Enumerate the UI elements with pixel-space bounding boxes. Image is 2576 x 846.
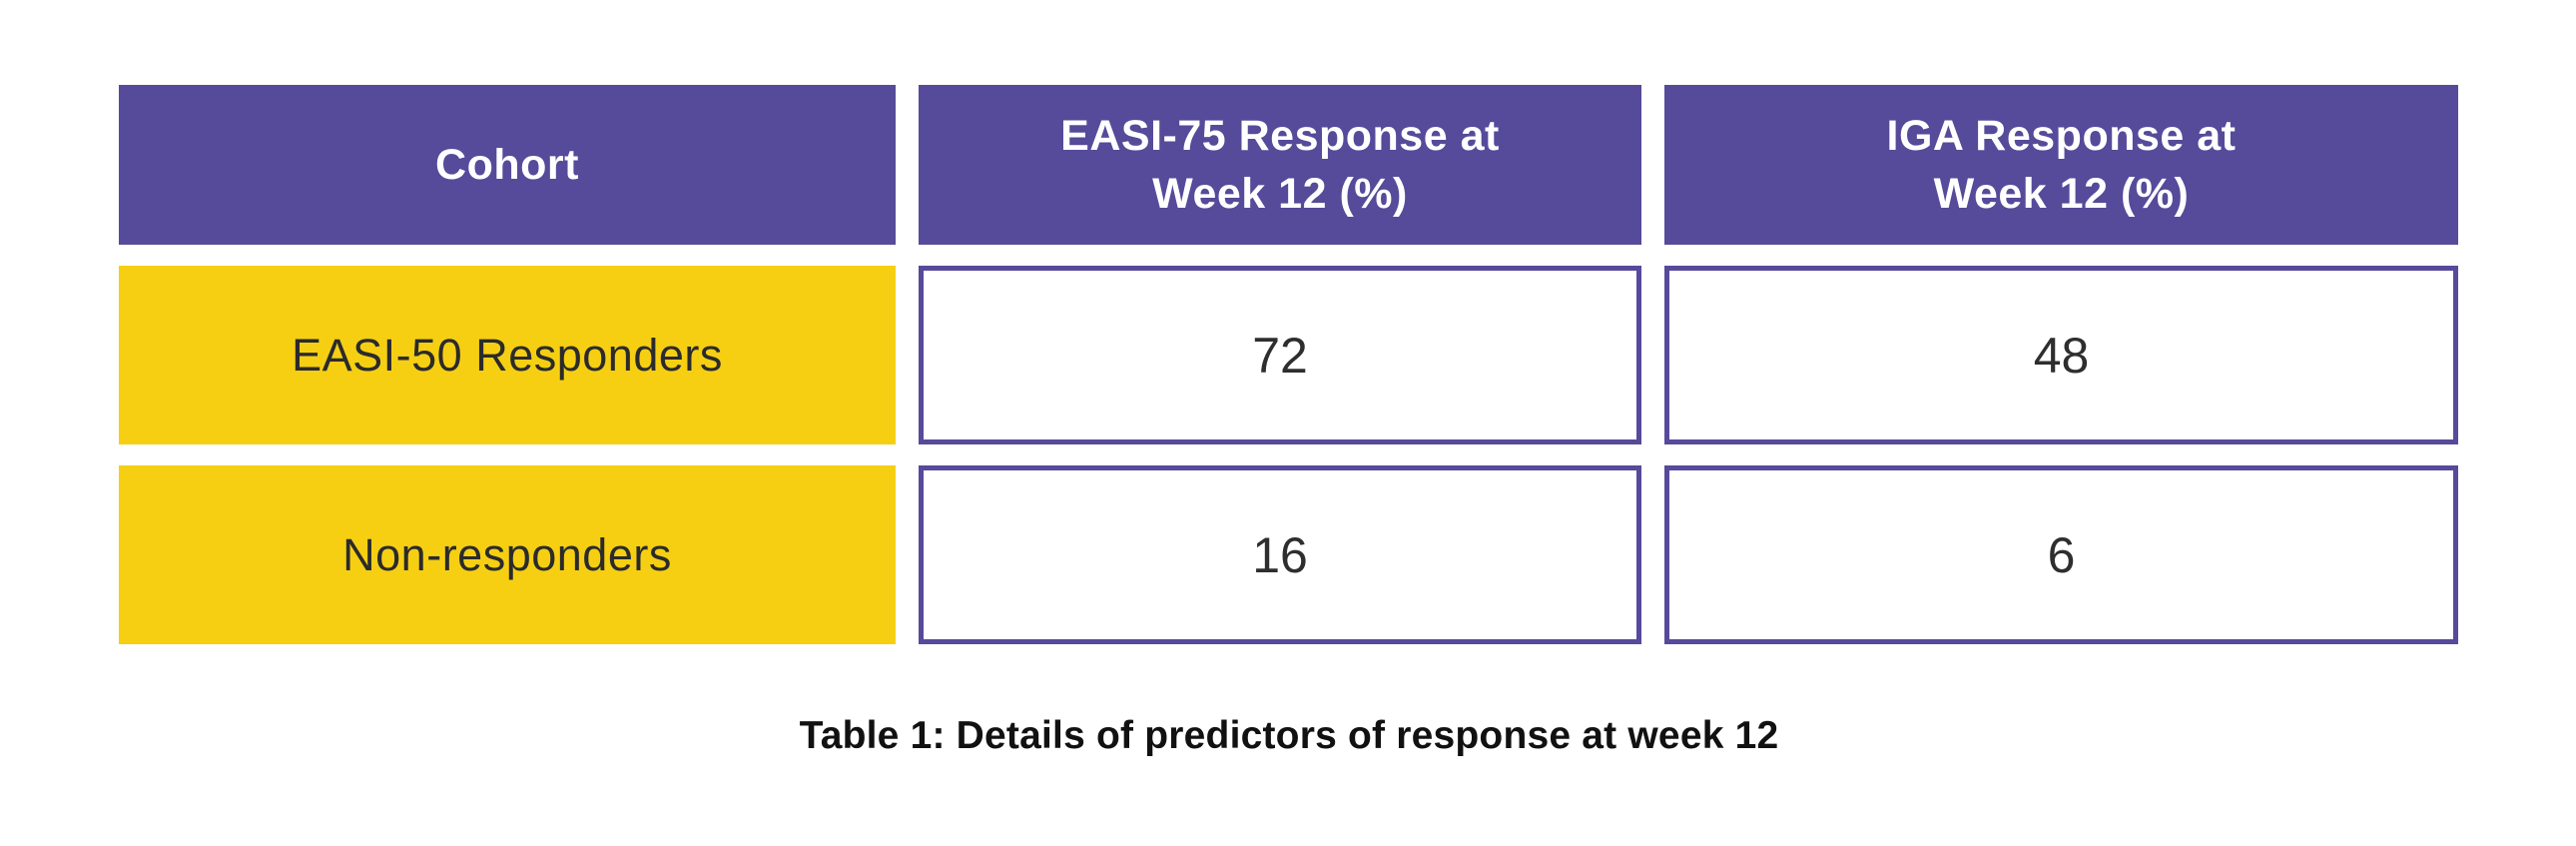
table-caption: Table 1: Details of predictors of respon… — [799, 714, 1779, 757]
table-grid: Cohort EASI-75 Response at Week 12 (%) I… — [119, 85, 2459, 644]
row-label-non-responders: Non-responders — [119, 465, 896, 644]
value-iga-non-responders: 6 — [1664, 465, 2458, 644]
response-predictors-table: Cohort EASI-75 Response at Week 12 (%) I… — [119, 85, 2459, 758]
row-label-easi50-responders: EASI-50 Responders — [119, 266, 896, 444]
header-cell-easi75-response: EASI-75 Response at Week 12 (%) — [919, 85, 1641, 245]
header-cell-cohort: Cohort — [119, 85, 896, 245]
value-easi75-non-responders: 16 — [919, 465, 1641, 644]
header-cell-iga-response: IGA Response at Week 12 (%) — [1664, 85, 2458, 245]
value-easi75-responders: 72 — [919, 266, 1641, 444]
value-iga-responders: 48 — [1664, 266, 2458, 444]
